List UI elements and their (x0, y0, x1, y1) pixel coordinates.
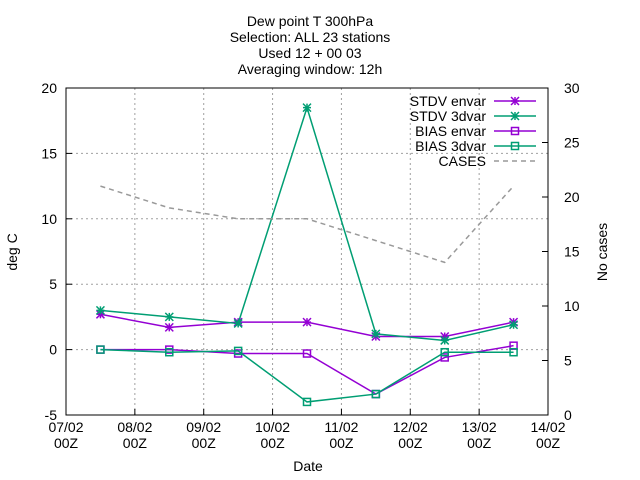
x-tick-label: 13/02 (462, 419, 497, 435)
title-line: Selection: ALL 23 stations (230, 29, 391, 45)
x-tick-label-time: 00Z (329, 435, 354, 451)
x-tick-label-time: 00Z (536, 435, 561, 451)
y-tick-label: 15 (41, 145, 57, 161)
data-point (96, 345, 105, 354)
x-tick-label-time: 00Z (467, 435, 492, 451)
series (95, 103, 519, 407)
data-point (440, 347, 449, 357)
data-point (165, 347, 174, 357)
series-bias-3dvar (96, 345, 518, 407)
y2-tick-label: 10 (564, 298, 580, 314)
title-line: Dew point T 300hPa (247, 13, 374, 29)
series-line (100, 344, 514, 395)
title-line: Averaging window: 12h (238, 61, 383, 77)
x-tick-label: 10/02 (255, 419, 290, 435)
y2-tick-label: 0 (564, 407, 572, 423)
y2-tick-label: 25 (564, 135, 580, 151)
legend-label: STDV 3dvar (410, 108, 487, 124)
legend-marker (510, 96, 520, 106)
data-point (164, 322, 174, 332)
x-axis-label: Date (293, 458, 323, 474)
series-cases (100, 185, 515, 264)
legend-marker (510, 111, 520, 121)
y-axis-label: deg C (4, 233, 20, 270)
data-point (509, 320, 519, 330)
series-line (100, 185, 515, 264)
y2-tick-label: 5 (564, 353, 572, 369)
y-tick-label: -5 (45, 407, 58, 423)
y-tick-label: 5 (49, 276, 57, 292)
x-tick-label: 11/02 (324, 419, 358, 435)
legend-marker (510, 141, 520, 151)
data-point (164, 312, 174, 322)
y-tick-label: 0 (49, 342, 57, 358)
legend-label: STDV envar (410, 93, 487, 109)
series-bias-envar (96, 341, 518, 399)
data-point (509, 347, 518, 357)
y2-tick-label: 30 (564, 80, 580, 96)
x-tick-label-time: 00Z (192, 435, 217, 451)
x-tick-label: 07/02 (48, 419, 83, 435)
data-point (371, 389, 381, 399)
y-tick-label: 20 (41, 80, 57, 96)
x-tick-label-time: 00Z (54, 435, 79, 451)
y2-tick-label: 20 (564, 189, 580, 205)
x-tick-label: 12/02 (393, 419, 428, 435)
data-point (302, 317, 312, 327)
y2-axis-label: No cases (594, 223, 610, 281)
series-stdv-3dvar (95, 103, 519, 345)
x-tick-label: 08/02 (117, 419, 152, 435)
data-point (302, 397, 312, 407)
data-point (302, 349, 312, 358)
legend-marker (510, 126, 520, 136)
y2-tick-label: 15 (564, 244, 580, 260)
data-point (95, 305, 105, 315)
x-tick-label-time: 00Z (398, 435, 423, 451)
x-tick-label: 09/02 (186, 419, 221, 435)
legend-label: BIAS envar (415, 123, 486, 139)
data-point (233, 346, 243, 356)
legend-label: CASES (439, 153, 486, 169)
x-tick-label: 14/02 (530, 419, 565, 435)
data-point (440, 353, 449, 362)
series-stdv-envar (95, 309, 519, 342)
data-point (440, 335, 450, 345)
legend-label: BIAS 3dvar (415, 138, 486, 154)
data-point (302, 103, 312, 113)
data-point (371, 329, 381, 339)
y-tick-label: 10 (41, 211, 57, 227)
x-tick-label-time: 00Z (123, 435, 148, 451)
title-line: Used 12 + 00 03 (258, 45, 361, 61)
data-point (233, 318, 243, 328)
x-tick-label-time: 00Z (261, 435, 286, 451)
series-line (100, 348, 514, 403)
axes: -50510152005101520253007/0200Z08/0200Z09… (41, 80, 579, 451)
